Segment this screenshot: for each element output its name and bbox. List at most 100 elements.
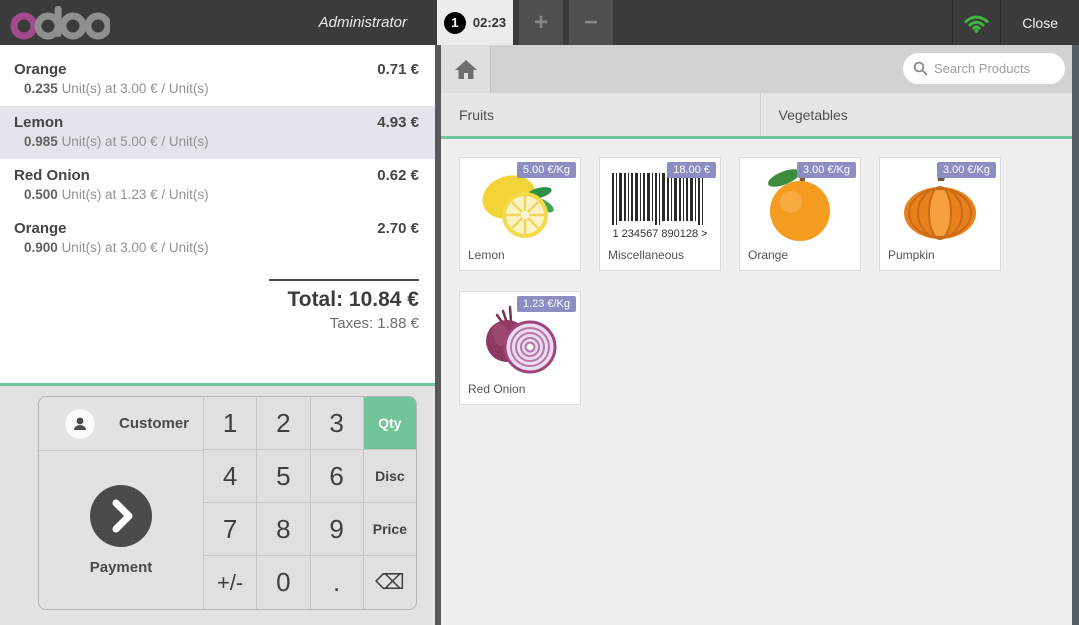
search-box[interactable]: [903, 53, 1065, 84]
product-image: [460, 158, 580, 243]
chevron-right-icon: [90, 484, 152, 547]
numpad-mode-price[interactable]: Price: [362, 503, 416, 556]
numpad-key-3[interactable]: 3: [309, 397, 363, 450]
order-line-unit-info: Unit(s) at 3.00 € / Unit(s): [61, 240, 209, 255]
barcode-image: 1 234567 890128 >: [612, 173, 708, 240]
lemon-image: [482, 175, 554, 238]
product-card-lemon[interactable]: 5.00 €/Kg Lemon: [459, 157, 581, 271]
order-line-detail: 0.985 Unit(s) at 5.00 € / Unit(s): [24, 134, 419, 149]
product-name: Miscellaneous: [608, 248, 685, 262]
order-line[interactable]: Orange 0.71 € 0.235 Unit(s) at 3.00 € / …: [0, 53, 435, 106]
product-card-pumpkin[interactable]: 3.00 €/Kg Pumpkin: [879, 157, 1001, 271]
category-tab-vegetables[interactable]: Vegetables: [759, 93, 1079, 136]
person-icon: [74, 417, 86, 430]
price-badge: 3.00 €/Kg: [796, 162, 856, 178]
red-onion-image: [486, 305, 557, 374]
order-total: Total: 10.84 €: [0, 288, 419, 312]
pads-area: Customer Payment 1 2 3 Qty 4 5 6 Disc: [0, 383, 435, 625]
numpad: 1 2 3 Qty 4 5 6 Disc 7 8 9 Price +/- 0 .…: [203, 397, 416, 609]
customer-label: Customer: [119, 415, 190, 432]
numpad-key-decimal[interactable]: .: [309, 556, 363, 609]
pads-box: Customer Payment 1 2 3 Qty 4 5 6 Disc: [38, 396, 417, 610]
product-image: [880, 158, 1000, 243]
delete-order-button[interactable]: −: [569, 0, 613, 45]
header-left: Administrator: [0, 0, 437, 45]
product-image: [460, 292, 580, 377]
order-line-qty: 0.985: [24, 134, 58, 149]
numpad-key-backspace[interactable]: ⌫: [362, 556, 416, 609]
order-line[interactable]: Red Onion 0.62 € 0.500 Unit(s) at 1.23 €…: [0, 159, 435, 212]
product-image: [740, 158, 860, 243]
order-line-qty: 0.500: [24, 187, 58, 202]
order-line-detail: 0.500 Unit(s) at 1.23 € / Unit(s): [24, 187, 419, 202]
order-line-price: 2.70 €: [377, 220, 419, 237]
wifi-icon: [964, 15, 989, 33]
panel-divider: [435, 45, 441, 625]
price-badge: 18.00 €: [667, 162, 716, 178]
product-card-orange[interactable]: 3.00 €/Kg Orange: [739, 157, 861, 271]
order-lines: Orange 0.71 € 0.235 Unit(s) at 3.00 € / …: [0, 45, 435, 265]
numpad-key-0[interactable]: 0: [256, 556, 310, 609]
payment-button[interactable]: Payment: [39, 451, 203, 609]
orange-image: [768, 169, 830, 241]
numpad-key-7[interactable]: 7: [203, 503, 257, 556]
order-panel: Orange 0.71 € 0.235 Unit(s) at 3.00 € / …: [0, 45, 435, 625]
numpad-key-8[interactable]: 8: [256, 503, 310, 556]
payment-label: Payment: [89, 558, 153, 576]
product-name: Lemon: [468, 248, 505, 262]
numpad-key-4[interactable]: 4: [203, 450, 257, 503]
numpad-mode-qty[interactable]: Qty: [362, 397, 416, 450]
products-panel: Fruits Vegetables 5.00 €/Kg: [441, 45, 1079, 625]
user-name: Administrator: [318, 14, 407, 31]
order-line-detail: 0.235 Unit(s) at 3.00 € / Unit(s): [24, 81, 419, 96]
product-card-red-onion[interactable]: 1.23 €/Kg Red Onion: [459, 291, 581, 405]
header-spacer: [613, 0, 952, 45]
numpad-key-2[interactable]: 2: [256, 397, 310, 450]
order-line[interactable]: Orange 2.70 € 0.900 Unit(s) at 3.00 € / …: [0, 212, 435, 265]
order-taxes: Taxes: 1.88 €: [329, 315, 419, 332]
order-line-detail: 0.900 Unit(s) at 3.00 € / Unit(s): [24, 240, 419, 255]
total-value: 10.84 €: [348, 288, 419, 311]
home-icon: [454, 59, 477, 79]
order-line-unit-info: Unit(s) at 3.00 € / Unit(s): [61, 81, 209, 96]
price-badge: 5.00 €/Kg: [516, 162, 576, 178]
scrollbar[interactable]: [1072, 45, 1079, 625]
odoo-logo: [10, 5, 110, 39]
order-line-product: Red Onion: [14, 167, 90, 184]
order-line-top: Orange 2.70 €: [14, 220, 419, 237]
numpad-key-plusminus[interactable]: +/-: [203, 556, 257, 609]
numpad-key-9[interactable]: 9: [309, 503, 363, 556]
category-breadcrumb: [441, 45, 1079, 93]
numpad-key-5[interactable]: 5: [256, 450, 310, 503]
avatar: [65, 408, 95, 439]
search-input[interactable]: [934, 61, 1054, 76]
order-timer: 02:23: [472, 15, 507, 30]
order-line-price: 0.71 €: [377, 61, 419, 78]
category-tabs: Fruits Vegetables: [441, 93, 1079, 139]
search-icon: [913, 61, 928, 76]
numpad-key-6[interactable]: 6: [309, 450, 363, 503]
action-pad: Customer Payment: [39, 397, 203, 609]
order-line-selected[interactable]: Lemon 4.93 € 0.985 Unit(s) at 5.00 € / U…: [0, 106, 435, 159]
order-tab[interactable]: 1 02:23: [437, 0, 513, 45]
numpad-mode-discount[interactable]: Disc: [362, 450, 416, 503]
order-line-unit-info: Unit(s) at 1.23 € / Unit(s): [61, 187, 209, 202]
pumpkin-image: [904, 166, 976, 240]
price-badge: 3.00 €/Kg: [936, 162, 996, 178]
product-name: Red Onion: [468, 382, 526, 396]
category-tab-fruits[interactable]: Fruits: [459, 106, 494, 123]
product-card-miscellaneous[interactable]: 18.00 €: [599, 157, 721, 271]
order-summary: Total: 10.84 € Taxes: 1.88 €: [0, 279, 435, 332]
customer-button[interactable]: Customer: [39, 397, 203, 451]
connection-status: [952, 0, 1000, 45]
order-count-badge: 1: [443, 11, 466, 34]
total-label: Total:: [287, 288, 344, 311]
order-line-price: 0.62 €: [377, 167, 419, 184]
home-category-button[interactable]: [441, 45, 491, 93]
close-button[interactable]: Close: [1000, 0, 1079, 45]
order-line-product: Lemon: [14, 114, 64, 131]
order-line-top: Orange 0.71 €: [14, 61, 419, 78]
numpad-key-1[interactable]: 1: [203, 397, 257, 450]
order-line-product: Orange: [14, 220, 67, 237]
new-order-button[interactable]: +: [519, 0, 563, 45]
